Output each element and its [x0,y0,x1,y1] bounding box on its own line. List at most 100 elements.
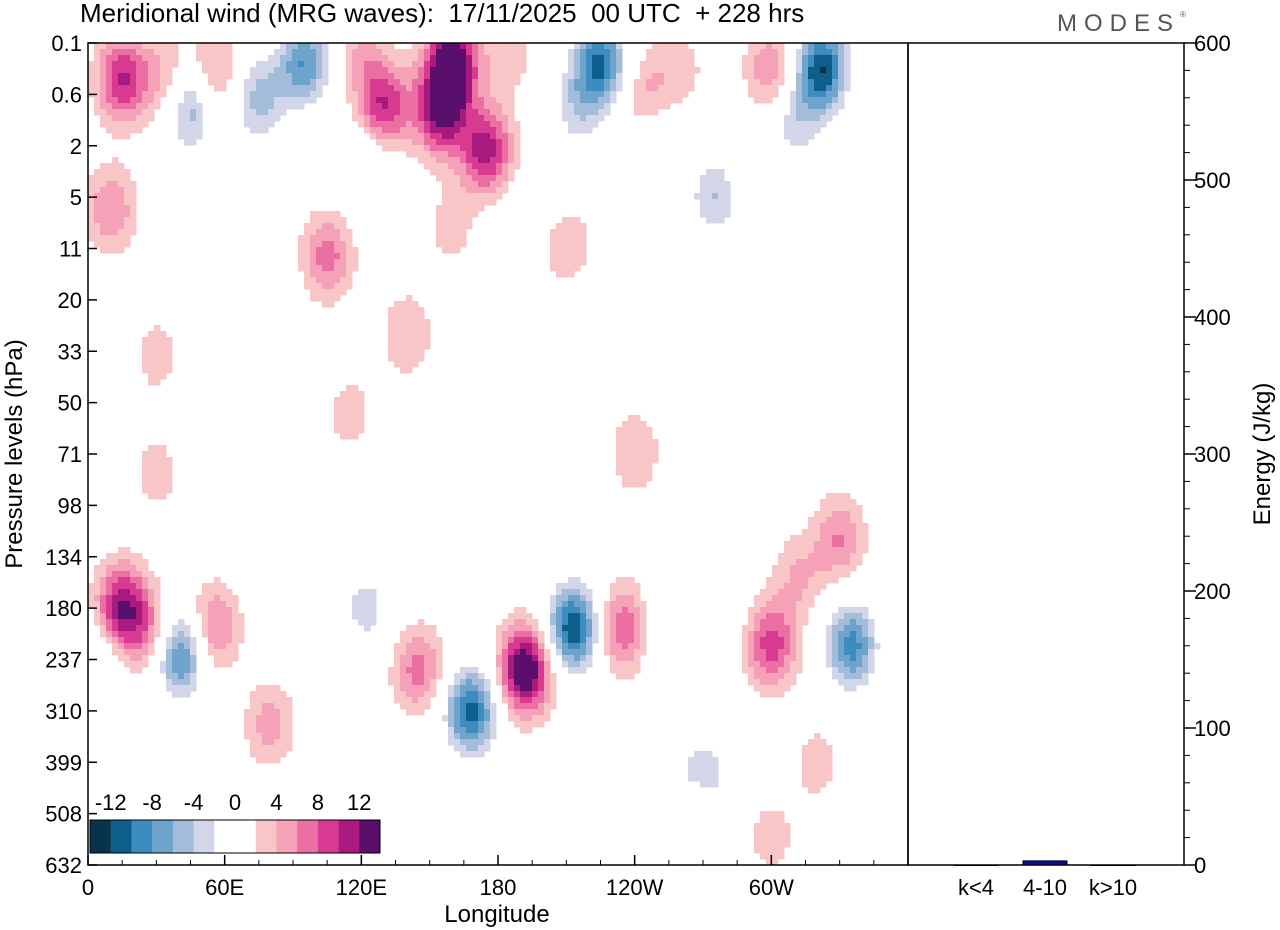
heatmap-cell [388,307,395,314]
heatmap-cell [490,133,497,140]
heatmap-cell [280,55,287,62]
heatmap-cell [550,235,557,242]
heatmap-cell [130,625,137,632]
heatmap-cell [502,121,509,128]
heatmap-cell [130,583,137,590]
heatmap-cell [346,229,353,236]
heatmap-cell [226,601,233,608]
heatmap-cell [562,97,569,104]
heatmap-cell [472,73,479,80]
heatmap-cell [604,79,611,86]
heatmap-cell [676,85,683,92]
heatmap-cell [322,55,329,62]
heatmap-cell [238,625,245,632]
heatmap-cell [382,91,389,98]
heatmap-cell [160,67,167,74]
heatmap-cell [442,103,449,110]
heatmap-cell [502,97,509,104]
heatmap-cell [466,121,473,128]
heatmap-cell [502,673,509,680]
heatmap-cell [142,559,149,566]
heatmap-cell [106,613,113,620]
heatmap-cell [532,685,539,692]
heatmap-cell [460,223,467,230]
heatmap-cell [820,547,827,554]
heatmap-cell [364,601,371,608]
heatmap-cell [472,121,479,128]
heatmap-cell [418,355,425,362]
heatmap-cell [430,61,437,68]
heatmap-cell [448,73,455,80]
heatmap-cell [640,601,647,608]
heatmap-cell [640,421,647,428]
heatmap-cell [490,145,497,152]
heatmap-cell [766,685,773,692]
heatmap-cell [790,115,797,122]
heatmap-cell [760,823,767,830]
heatmap-cell [832,85,839,92]
heatmap-cell [328,241,335,248]
heatmap-cell [514,649,521,656]
heatmap-cell [868,631,875,638]
heatmap-cell [580,49,587,56]
heatmap-cell [196,103,203,110]
heatmap-cell [262,109,269,116]
heatmap-cell [772,625,779,632]
heatmap-cell [832,499,839,506]
heatmap-cell [448,163,455,170]
heatmap-cell [508,61,515,68]
heatmap-cell [616,619,623,626]
heatmap-cell [832,61,839,68]
heatmap-cell [514,721,521,728]
heatmap-cell [472,697,479,704]
heatmap-cell [214,655,221,662]
heatmap-cell [412,91,419,98]
heatmap-cell [94,49,101,56]
heatmap-cell [850,517,857,524]
heatmap-cell [262,703,269,710]
heatmap-cell [154,619,161,626]
heatmap-cell [814,73,821,80]
heatmap-cell [772,643,779,650]
heatmap-cell [148,457,155,464]
heatmap-cell [406,49,413,56]
heatmap-cell [472,127,479,134]
heatmap-cell [658,67,665,74]
heatmap-cell [790,91,797,98]
heatmap-cell [430,643,437,650]
heatmap-cell [472,175,479,182]
heatmap-cell [382,103,389,110]
heatmap-cell [562,649,569,656]
heatmap-cell [304,55,311,62]
heatmap-cell [112,643,119,650]
heatmap-cell [484,55,491,62]
heatmap-cell [796,625,803,632]
heatmap-cell [208,637,215,644]
heatmap-cell [130,49,137,56]
heatmap-cell [124,205,131,212]
heatmap-cell [448,181,455,188]
heatmap-cell [532,655,539,662]
heatmap-cell [388,115,395,122]
heatmap-cell [478,115,485,122]
heatmap-cell [388,673,395,680]
heatmap-cell [526,709,533,716]
heatmap-cell [112,97,119,104]
heatmap-cell [568,667,575,674]
heatmap-cell [532,631,539,638]
heatmap-cell [568,109,575,116]
heatmap-cell [352,91,359,98]
colorbar-label: 12 [347,790,371,815]
heatmap-cell [424,115,431,122]
heatmap-cell [208,643,215,650]
heatmap-cell [832,625,839,632]
heatmap-cell [466,697,473,704]
heatmap-cell [298,103,305,110]
energy-category-label: 4-10 [1023,875,1067,900]
heatmap-cell [88,187,95,194]
heatmap-cell [118,247,125,254]
heatmap-cell [166,481,173,488]
heatmap-cell [838,667,845,674]
heatmap-cell [460,43,467,50]
energy-panel-frame [907,42,1185,866]
